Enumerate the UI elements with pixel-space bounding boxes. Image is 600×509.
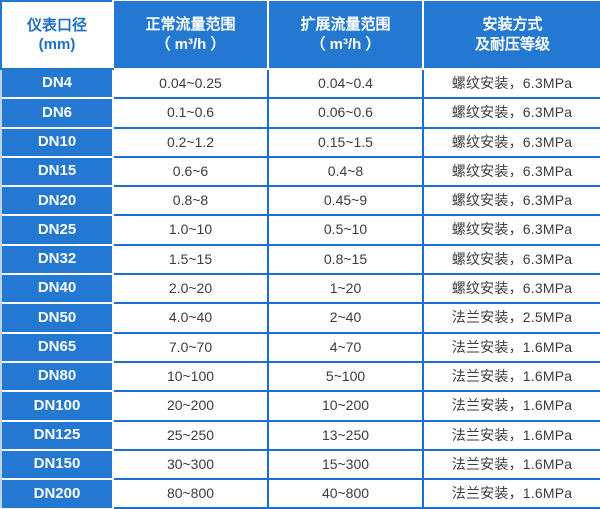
column-header-extended-flow-line2: （ m³/h ） [310,35,381,53]
cell-normal-flow: 1.0~10 [112,214,268,246]
cell-installation: 法兰安装，1.6MPa [422,448,600,481]
cell-diameter: DN10 [0,126,114,157]
column-header-diameter: 仪表口径 (mm) [0,0,114,70]
column-header-installation-line1: 安装方式 [482,16,543,33]
cell-diameter: DN40 [0,273,114,304]
cell-normal-flow: 0.6~6 [112,155,268,188]
cell-normal-flow: 2.0~20 [112,273,268,305]
cell-installation: 螺纹安装，6.3MPa [422,155,600,188]
cell-diameter: DN4 [0,69,114,99]
column-header-installation-line2: 及耐压等级 [474,35,550,53]
cell-installation: 螺纹安装，6.3MPa [422,243,600,276]
cell-diameter: DN32 [0,243,114,275]
cell-diameter: DN50 [0,302,114,333]
table-row: DN80 10~100 5~100 法兰安装，1.6MPa [0,360,600,393]
cell-installation: 法兰安装，1.6MPa [422,478,600,509]
table-row: DN25 1.0~10 0.5~10 螺纹安装，6.3MPa [0,214,600,246]
cell-installation: 螺纹安装，6.3MPa [422,185,600,217]
table-row: DN40 2.0~20 1~20 螺纹安装，6.3MPa [0,273,600,305]
cell-installation: 法兰安装，2.5MPa [422,302,600,334]
column-header-diameter-line2: (mm) [38,36,76,53]
cell-extended-flow: 0.4~8 [267,155,423,188]
cell-extended-flow: 0.15~1.5 [267,126,423,158]
table-row: DN50 4.0~40 2~40 法兰安装，2.5MPa [0,302,600,334]
table-row: DN15 0.6~6 0.4~8 螺纹安装，6.3MPa [0,155,600,188]
column-header-normal-flow: 正常流量范围 （ m³/h ） [112,1,268,70]
cell-diameter: DN125 [0,419,114,450]
column-header-normal-flow-line1: 正常流量范围 [145,16,236,33]
cell-extended-flow: 0.45~9 [267,185,423,217]
table-header: 仪表口径 (mm) 正常流量范围 （ m³/h ） 扩展流量范围 （ m³/h … [0,0,600,70]
table-row: DN20 0.8~8 0.45~9 螺纹安装，6.3MPa [0,185,600,217]
cell-extended-flow: 0.06~0.6 [267,97,423,129]
table-row: DN10 0.2~1.2 0.15~1.5 螺纹安装，6.3MPa [0,126,600,158]
table-row: DN100 20~200 10~200 法兰安装，1.6MPa [0,390,600,422]
cell-extended-flow: 0.04~0.4 [267,67,423,100]
cell-diameter: DN25 [0,214,114,245]
cell-normal-flow: 0.04~0.25 [112,67,268,100]
cell-extended-flow: 10~200 [267,390,423,422]
cell-installation: 法兰安装，1.6MPa [422,331,600,363]
cell-installation: 法兰安装，1.6MPa [422,360,600,393]
cell-installation: 螺纹安装，6.3MPa [422,67,600,100]
cell-extended-flow: 0.8~15 [267,243,423,276]
table-row: DN200 80~800 40~800 法兰安装，1.6MPa [0,478,600,509]
cell-extended-flow: 0.5~10 [267,214,423,246]
cell-installation: 螺纹安装，6.3MPa [422,97,600,129]
column-header-installation: 安装方式 及耐压等级 [422,1,600,70]
cell-diameter: DN15 [0,155,114,187]
cell-diameter: DN80 [0,360,114,392]
cell-normal-flow: 0.8~8 [112,185,268,217]
table-row: DN6 0.1~0.6 0.06~0.6 螺纹安装，6.3MPa [0,97,600,129]
cell-installation: 螺纹安装，6.3MPa [422,214,600,246]
cell-extended-flow: 40~800 [267,478,423,509]
cell-normal-flow: 4.0~40 [112,302,268,334]
cell-normal-flow: 1.5~15 [112,243,268,276]
column-header-extended-flow-line1: 扩展流量范围 [300,16,391,33]
table-row: DN4 0.04~0.25 0.04~0.4 螺纹安装，6.3MPa [0,67,600,100]
cell-normal-flow: 25~250 [112,419,268,451]
cell-extended-flow: 4~70 [267,331,423,363]
column-header-extended-flow: 扩展流量范围 （ m³/h ） [267,1,423,70]
header-row: 仪表口径 (mm) 正常流量范围 （ m³/h ） 扩展流量范围 （ m³/h … [0,0,600,70]
cell-diameter: DN200 [0,478,114,509]
cell-diameter: DN6 [0,97,114,128]
column-header-normal-flow-line2: （ m³/h ） [155,35,226,53]
cell-diameter: DN65 [0,331,114,362]
table-body: DN4 0.04~0.25 0.04~0.4 螺纹安装，6.3MPa DN6 0.1~0.… [0,67,600,509]
column-header-diameter-line1: 仪表口径 [26,16,87,34]
cell-normal-flow: 80~800 [112,478,268,509]
cell-normal-flow: 30~300 [112,448,268,481]
cell-extended-flow: 13~250 [267,419,423,451]
cell-extended-flow: 15~300 [267,448,423,481]
cell-normal-flow: 7.0~70 [112,331,268,363]
cell-extended-flow: 1~20 [267,273,423,305]
cell-diameter: DN20 [0,185,114,216]
cell-normal-flow: 0.2~1.2 [112,126,268,158]
cell-installation: 法兰安装，1.6MPa [422,390,600,422]
cell-installation: 螺纹安装，6.3MPa [422,126,600,158]
cell-diameter: DN100 [0,390,114,421]
cell-extended-flow: 2~40 [267,302,423,334]
cell-normal-flow: 10~100 [112,360,268,393]
table-row: DN32 1.5~15 0.8~15 螺纹安装，6.3MPa [0,243,600,276]
cell-installation: 螺纹安装，6.3MPa [422,273,600,305]
cell-normal-flow: 20~200 [112,390,268,422]
table-row: DN65 7.0~70 4~70 法兰安装，1.6MPa [0,331,600,363]
table-row: DN150 30~300 15~300 法兰安装，1.6MPa [0,448,600,481]
cell-extended-flow: 5~100 [267,360,423,393]
cell-installation: 法兰安装，1.6MPa [422,419,600,451]
table-row: DN125 25~250 13~250 法兰安装，1.6MPa [0,419,600,451]
cell-normal-flow: 0.1~0.6 [112,97,268,129]
cell-diameter: DN150 [0,448,114,480]
